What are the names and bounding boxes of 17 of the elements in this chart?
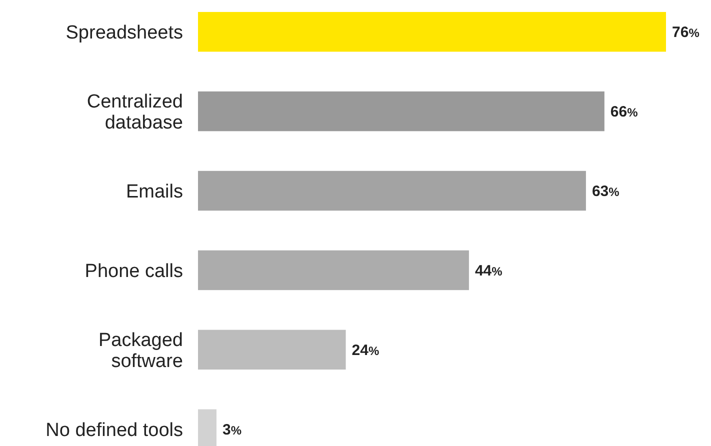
y-tick-label: Phone calls	[84, 260, 183, 282]
data-label: 24%	[352, 342, 380, 359]
bar	[198, 250, 469, 290]
y-tick-label: Emails	[126, 181, 183, 202]
bar	[198, 330, 346, 370]
y-tick-label: Spreadsheets	[66, 22, 183, 44]
bar	[198, 170, 586, 211]
bar	[198, 91, 604, 132]
bar	[198, 12, 666, 52]
y-tick-label: No defined tools	[46, 420, 183, 441]
data-label: 44%	[474, 262, 503, 280]
data-label: 63%	[592, 183, 620, 200]
data-label: 3%	[222, 421, 242, 438]
y-tick-label: Packaged software	[98, 330, 183, 372]
y-tick-label: Centralized database	[86, 92, 183, 134]
data-label: 66%	[610, 104, 638, 121]
data-label: 76%	[672, 24, 700, 42]
